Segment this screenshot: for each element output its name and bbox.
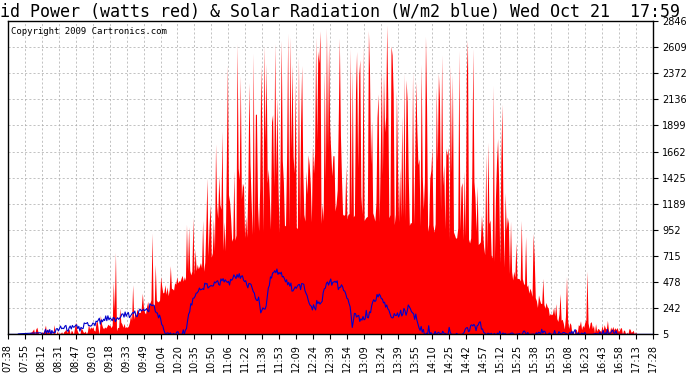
Text: Copyright 2009 Cartronics.com: Copyright 2009 Cartronics.com: [11, 27, 167, 36]
Title: Grid Power (watts red) & Solar Radiation (W/m2 blue) Wed Oct 21  17:59: Grid Power (watts red) & Solar Radiation…: [0, 3, 680, 21]
